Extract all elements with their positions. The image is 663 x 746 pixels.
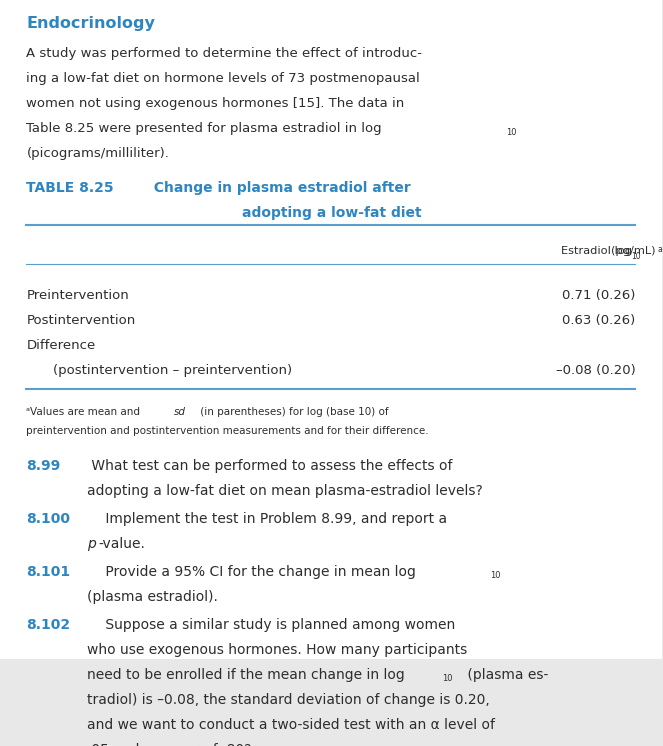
Text: p: p	[88, 537, 96, 551]
Text: need to be enrolled if the mean change in log: need to be enrolled if the mean change i…	[88, 668, 405, 682]
Text: 8.100: 8.100	[27, 512, 70, 526]
Text: 10: 10	[631, 251, 640, 261]
Text: Endocrinology: Endocrinology	[27, 16, 155, 31]
Text: 8.101: 8.101	[27, 565, 70, 579]
Text: What test can be performed to assess the effects of: What test can be performed to assess the…	[88, 460, 453, 474]
Text: 8.99: 8.99	[27, 460, 61, 474]
Text: 0.71 (0.26): 0.71 (0.26)	[562, 289, 635, 301]
Text: Suppose a similar study is planned among women: Suppose a similar study is planned among…	[101, 618, 455, 632]
Text: (in parentheses) for log (base 10) of: (in parentheses) for log (base 10) of	[196, 407, 389, 416]
Text: Provide a 95% CI for the change in mean log: Provide a 95% CI for the change in mean …	[101, 565, 416, 579]
Text: and we want to conduct a two-sided test with an α level of: and we want to conduct a two-sided test …	[88, 718, 495, 732]
Text: (postintervention – preintervention): (postintervention – preintervention)	[53, 364, 292, 377]
Text: Estradiol log: Estradiol log	[561, 246, 632, 256]
Text: Change in plasma estradiol after: Change in plasma estradiol after	[145, 181, 411, 195]
Text: TABLE 8.25: TABLE 8.25	[27, 181, 114, 195]
Text: (plasma estradiol).: (plasma estradiol).	[88, 590, 218, 604]
Text: (picograms/milliliter).: (picograms/milliliter).	[27, 147, 169, 160]
Text: women not using exogenous hormones [15]. The data in: women not using exogenous hormones [15].…	[27, 97, 404, 110]
Text: a: a	[657, 245, 662, 254]
Text: Postintervention: Postintervention	[27, 314, 136, 327]
Text: 0.63 (0.26): 0.63 (0.26)	[562, 314, 635, 327]
Text: 10: 10	[490, 571, 501, 580]
Text: sd: sd	[174, 407, 186, 416]
Text: 10: 10	[506, 128, 516, 137]
Text: Implement the test in Problem 8.99, and report a: Implement the test in Problem 8.99, and …	[101, 512, 447, 526]
Text: ing a low-fat diet on hormone levels of 73 postmenopausal: ing a low-fat diet on hormone levels of …	[27, 72, 420, 85]
Text: –0.08 (0.20): –0.08 (0.20)	[556, 364, 635, 377]
Text: adopting a low-fat diet on mean plasma-estradiol levels?: adopting a low-fat diet on mean plasma-e…	[88, 484, 483, 498]
Text: (plasma es-: (plasma es-	[463, 668, 549, 682]
Text: Table 8.25 were presented for plasma estradiol in log: Table 8.25 were presented for plasma est…	[27, 122, 382, 135]
Text: preintervention and postintervention measurements and for their difference.: preintervention and postintervention mea…	[27, 427, 429, 436]
Text: -value.: -value.	[98, 537, 145, 551]
FancyBboxPatch shape	[0, 0, 662, 659]
Text: adopting a low-fat diet: adopting a low-fat diet	[241, 207, 421, 220]
Text: .05 and a power of .80?: .05 and a power of .80?	[88, 743, 252, 746]
Text: 10: 10	[442, 674, 453, 683]
Text: ᵃValues are mean and: ᵃValues are mean and	[27, 407, 144, 416]
Text: who use exogenous hormones. How many participants: who use exogenous hormones. How many par…	[88, 642, 467, 656]
Text: Preintervention: Preintervention	[27, 289, 129, 301]
Text: Difference: Difference	[27, 339, 95, 352]
Text: 8.102: 8.102	[27, 618, 70, 632]
Text: (pg/mL): (pg/mL)	[611, 246, 655, 256]
Text: tradiol) is –0.08, the standard deviation of change is 0.20,: tradiol) is –0.08, the standard deviatio…	[88, 692, 490, 706]
Text: A study was performed to determine the effect of introduc-: A study was performed to determine the e…	[27, 47, 422, 60]
